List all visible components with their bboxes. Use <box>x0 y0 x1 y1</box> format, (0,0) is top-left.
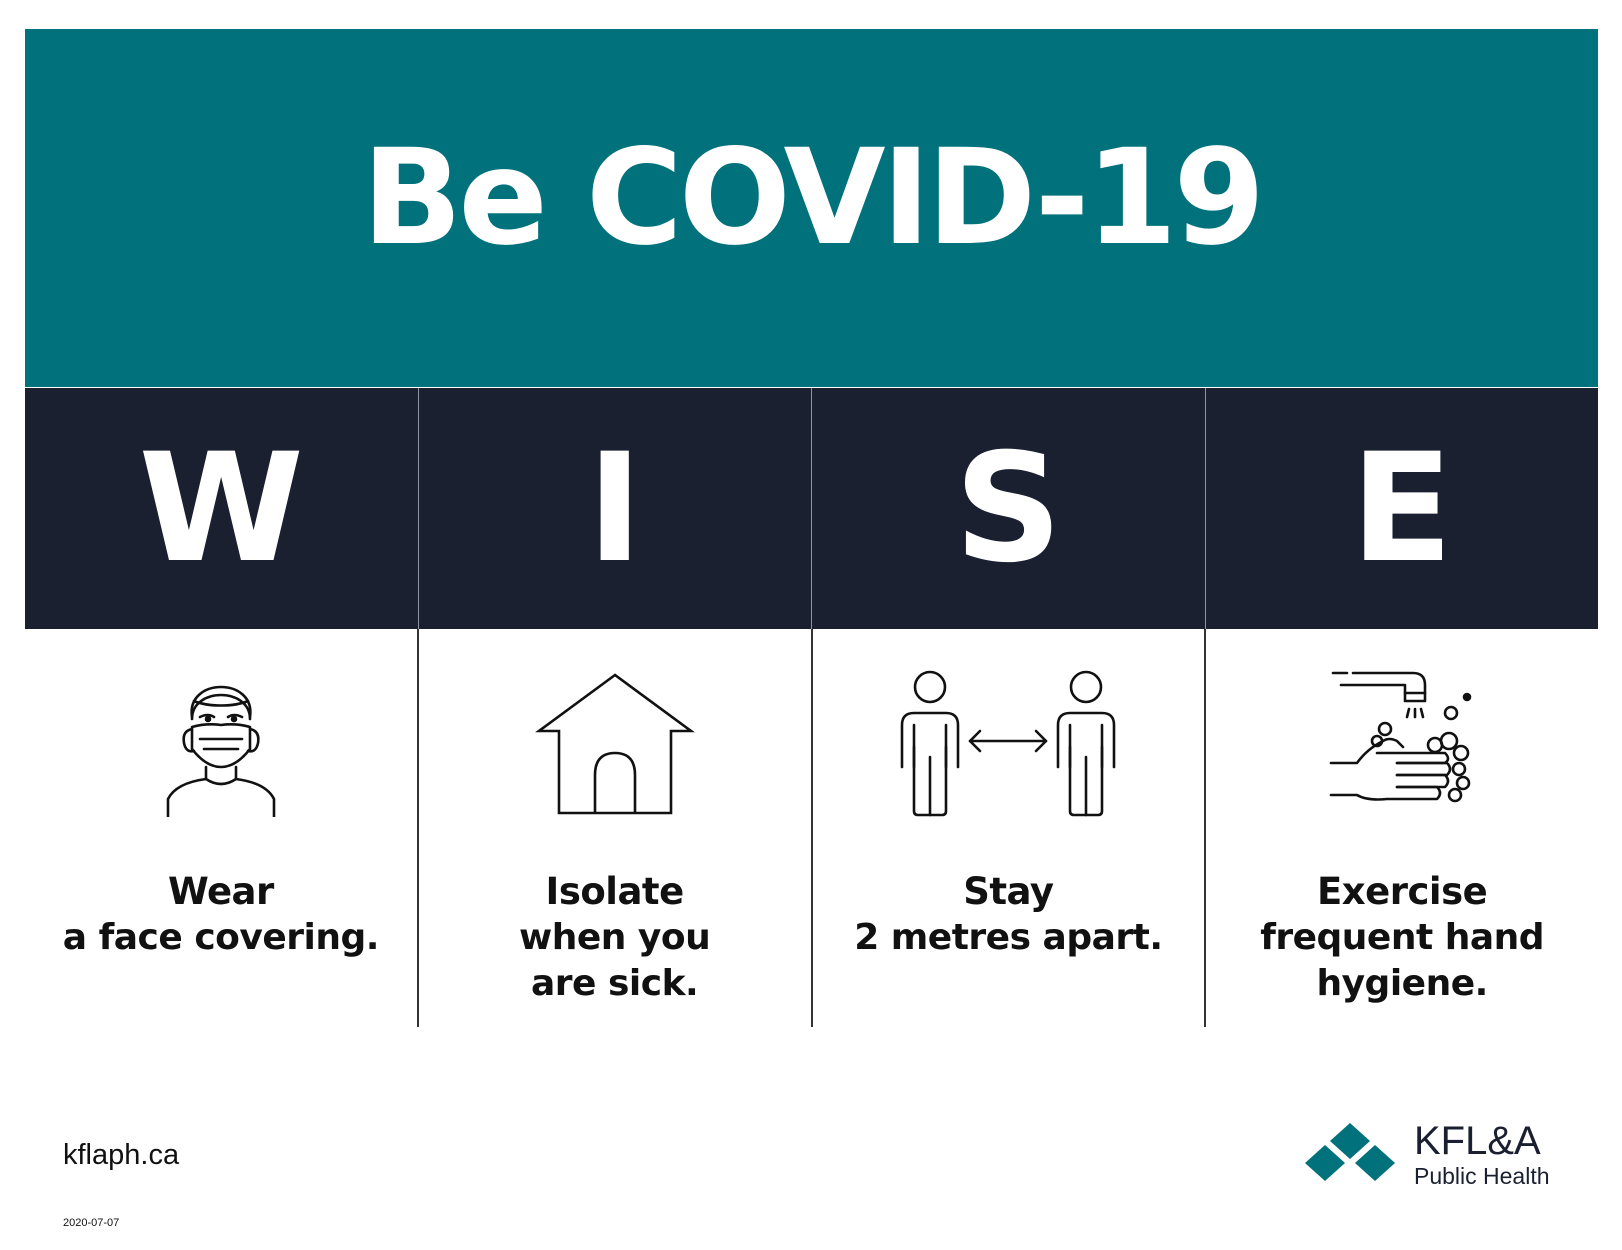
tip-exercise: Exercise frequent hand hygiene. <box>1204 629 1598 1027</box>
letter-cell-e: E <box>1204 388 1599 629</box>
tip-heading: Isolate <box>545 870 685 913</box>
logo-org-name: KFL&A <box>1414 1118 1541 1163</box>
distance-icon <box>898 667 1118 817</box>
letter-cell-s: S <box>811 388 1205 629</box>
tip-detail: frequent hand hygiene. <box>1260 917 1545 1004</box>
page-title: Be COVID-19 <box>361 121 1265 275</box>
publish-date: 2020-07-07 <box>63 1217 120 1229</box>
letter-w: W <box>138 421 304 596</box>
tip-text-exercise: Exercise frequent hand hygiene. <box>1252 869 1552 1007</box>
tip-heading: Wear <box>167 870 274 913</box>
tip-detail: 2 metres apart. <box>854 917 1163 958</box>
kfla-logo: KFL&A Public Health <box>1300 1118 1580 1190</box>
letter-cell-w: W <box>25 388 418 629</box>
logo-subtitle: Public Health <box>1414 1162 1550 1189</box>
tip-detail: when you are sick. <box>518 917 711 1004</box>
tip-text-wear: Wear a face covering. <box>62 869 380 961</box>
handwashing-icon <box>1327 667 1477 817</box>
letter-e: E <box>1350 421 1453 596</box>
tip-heading: Stay <box>963 870 1054 913</box>
logo-text: KFL&A Public Health <box>1414 1121 1550 1188</box>
letter-cell-i: I <box>417 388 812 629</box>
title-banner: Be COVID-19 <box>25 29 1598 387</box>
house-icon <box>534 667 695 817</box>
wise-letters: W I S E <box>25 388 1598 629</box>
tip-stay: Stay 2 metres apart. <box>810 629 1205 1027</box>
tip-heading: Exercise <box>1317 870 1488 913</box>
website-link[interactable]: kflaph.ca <box>63 1139 180 1171</box>
tips-row: Wear a face covering. Isolate when you a… <box>25 629 1598 1027</box>
tip-text-isolate: Isolate when you are sick. <box>515 869 715 1007</box>
tip-text-stay: Stay 2 metres apart. <box>854 869 1163 961</box>
tip-isolate: Isolate when you are sick. <box>416 629 811 1027</box>
face-mask-icon <box>156 667 286 817</box>
letter-i: I <box>586 421 643 596</box>
tip-detail: a face covering. <box>62 917 380 958</box>
tip-wear: Wear a face covering. <box>25 629 417 1027</box>
letter-s: S <box>954 421 1063 596</box>
diamond-logo-icon <box>1305 1123 1395 1181</box>
